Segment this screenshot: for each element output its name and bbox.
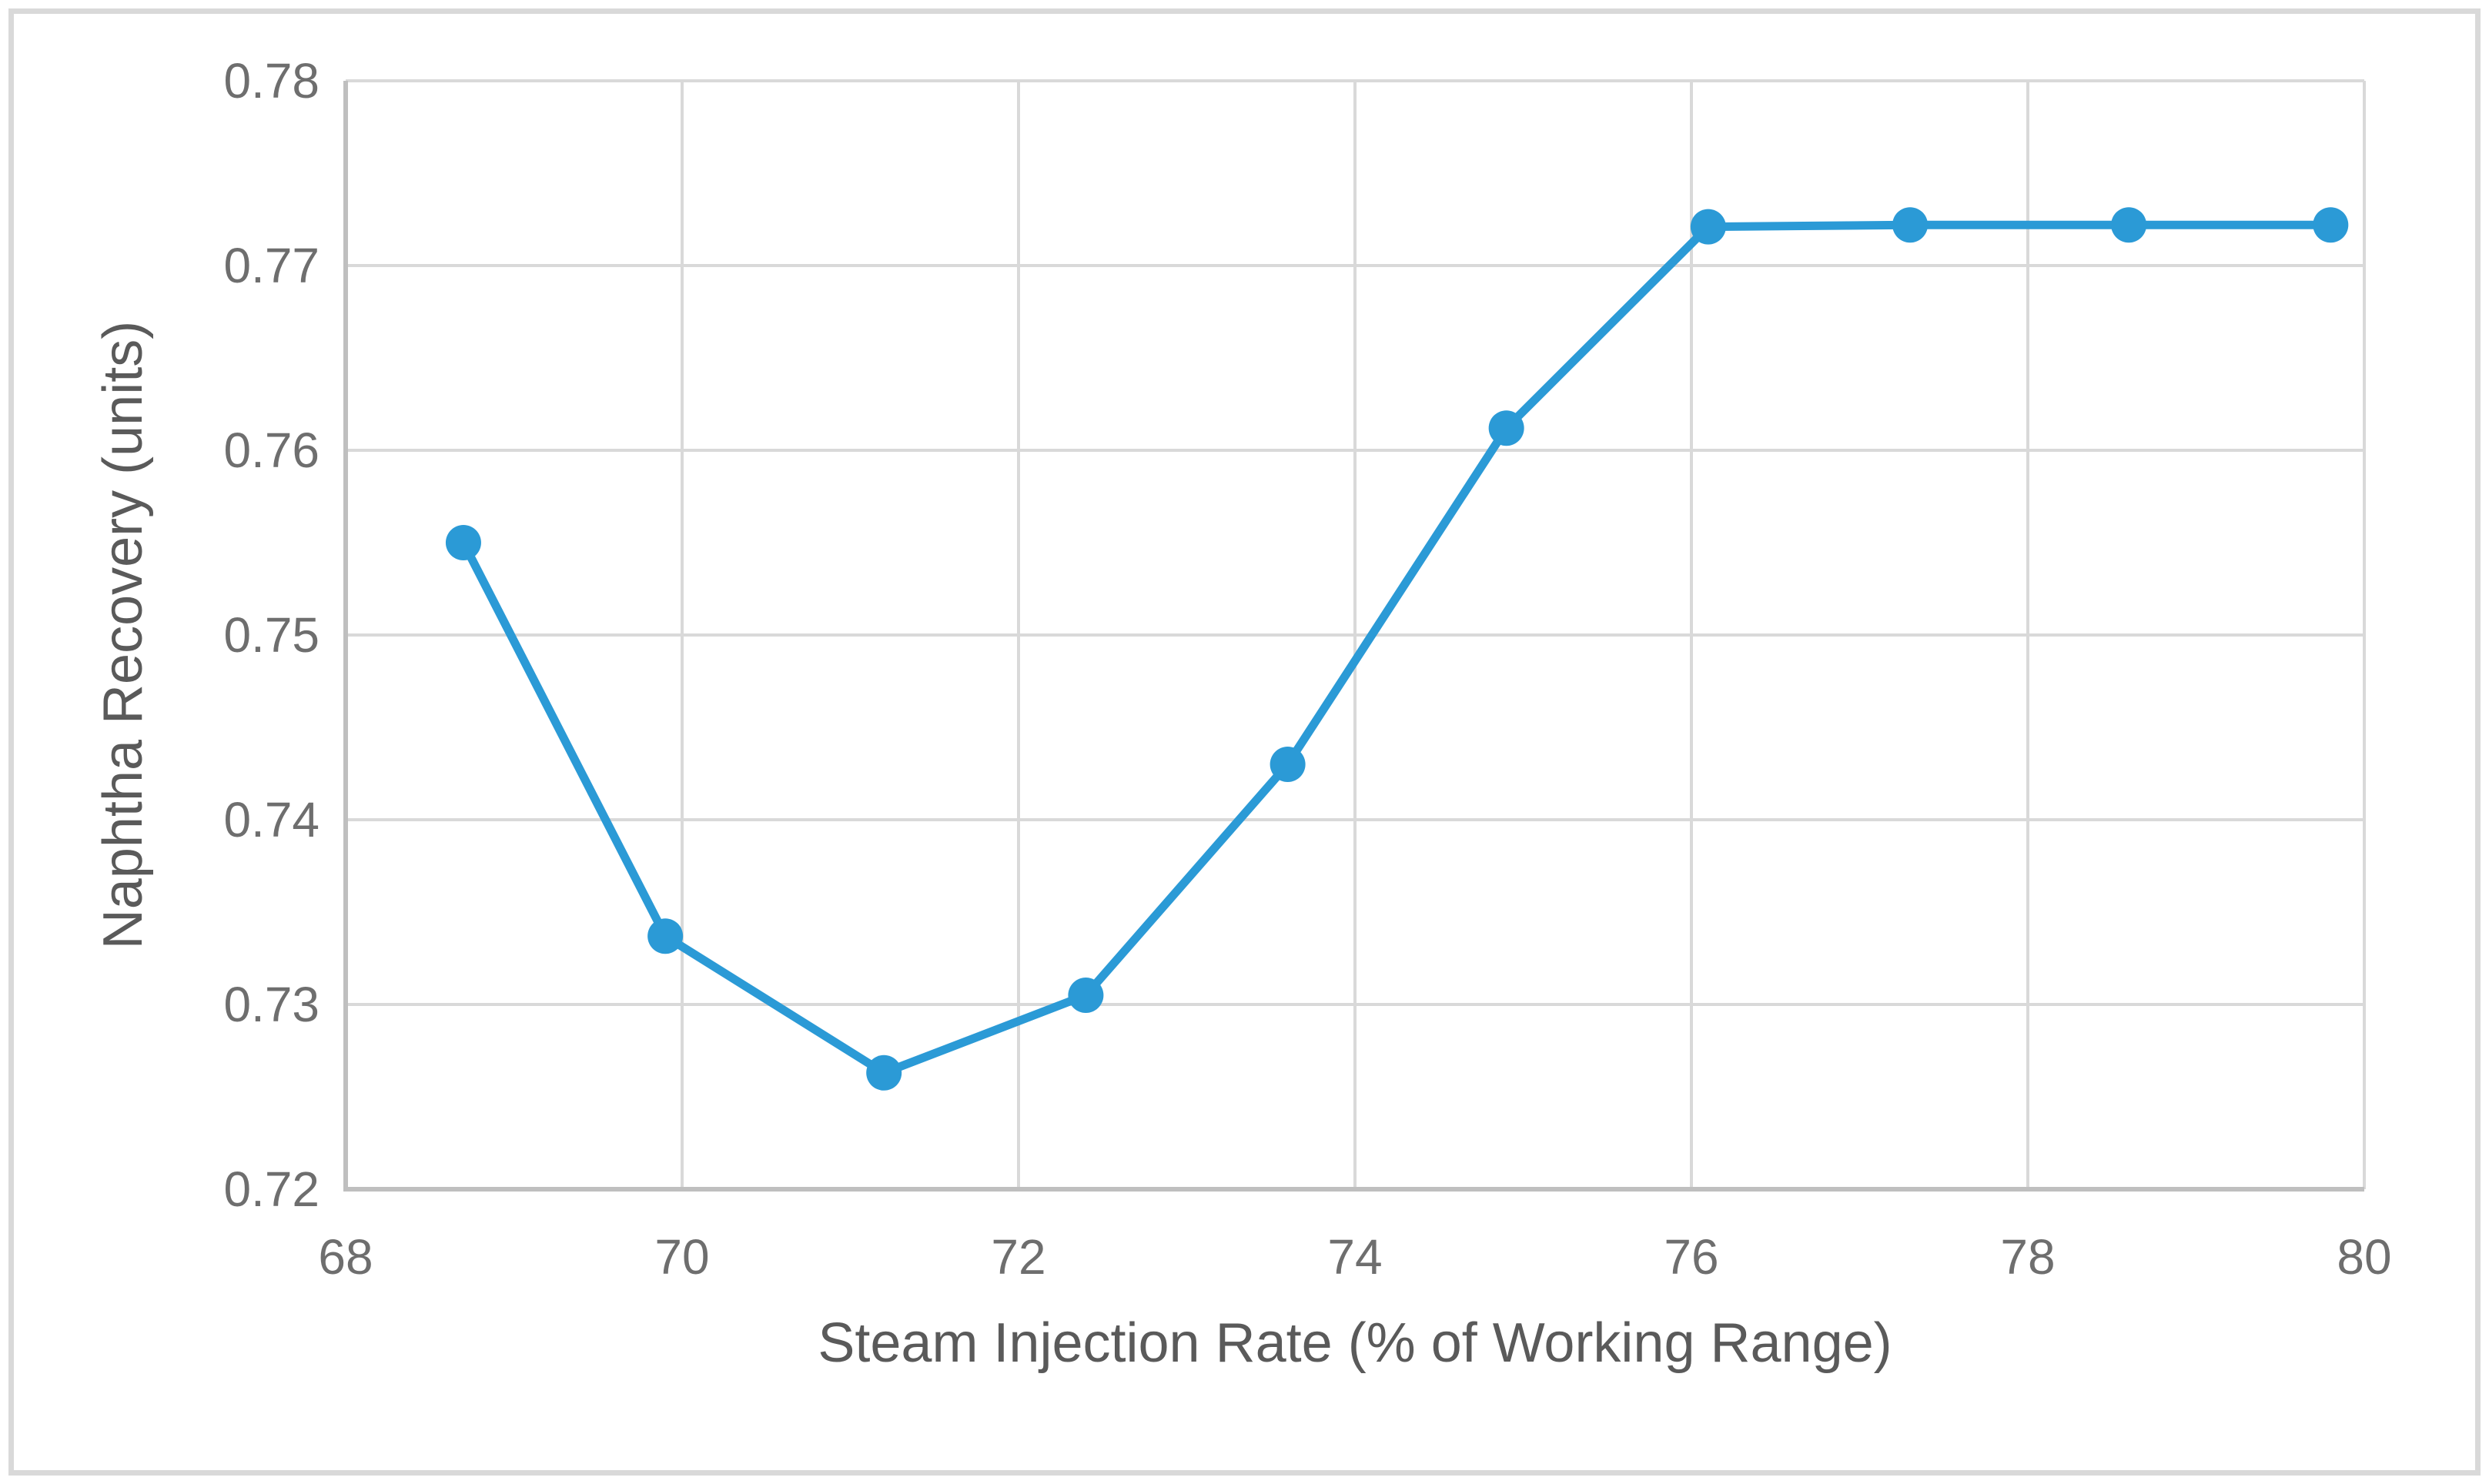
y-tick-label: 0.74 bbox=[223, 792, 319, 847]
data-point-marker bbox=[1068, 978, 1104, 1013]
data-point-marker bbox=[1892, 207, 1929, 243]
x-tick-label: 68 bbox=[318, 1229, 373, 1285]
y-tick-label: 0.78 bbox=[223, 53, 319, 109]
x-tick-label: 72 bbox=[991, 1229, 1045, 1285]
data-point-marker bbox=[2111, 207, 2147, 243]
data-point-marker bbox=[866, 1055, 902, 1091]
y-tick-label: 0.75 bbox=[223, 607, 319, 663]
data-point-marker bbox=[647, 918, 684, 954]
data-point-marker bbox=[1690, 209, 1726, 245]
data-point-marker bbox=[1270, 747, 1306, 782]
y-tick-label: 0.73 bbox=[223, 977, 319, 1032]
x-tick-label: 78 bbox=[2000, 1229, 2055, 1285]
x-axis-title: Steam Injection Rate (% of Working Range… bbox=[818, 1312, 1892, 1374]
x-tick-label: 74 bbox=[1327, 1229, 1382, 1285]
y-axis-title: Naphtha Recovery (units) bbox=[92, 320, 154, 950]
data-point-marker bbox=[2313, 207, 2349, 243]
x-tick-label: 76 bbox=[1664, 1229, 1718, 1285]
y-tick-label: 0.72 bbox=[223, 1161, 319, 1217]
x-tick-label: 70 bbox=[654, 1229, 709, 1285]
y-tick-label: 0.77 bbox=[223, 238, 319, 293]
data-point-marker bbox=[1488, 410, 1524, 446]
x-tick-label: 80 bbox=[2337, 1229, 2391, 1285]
y-tick-label: 0.76 bbox=[223, 423, 319, 478]
data-point-marker bbox=[445, 525, 481, 560]
chart-outer-border bbox=[8, 8, 2481, 1476]
series-line bbox=[459, 220, 2335, 1078]
